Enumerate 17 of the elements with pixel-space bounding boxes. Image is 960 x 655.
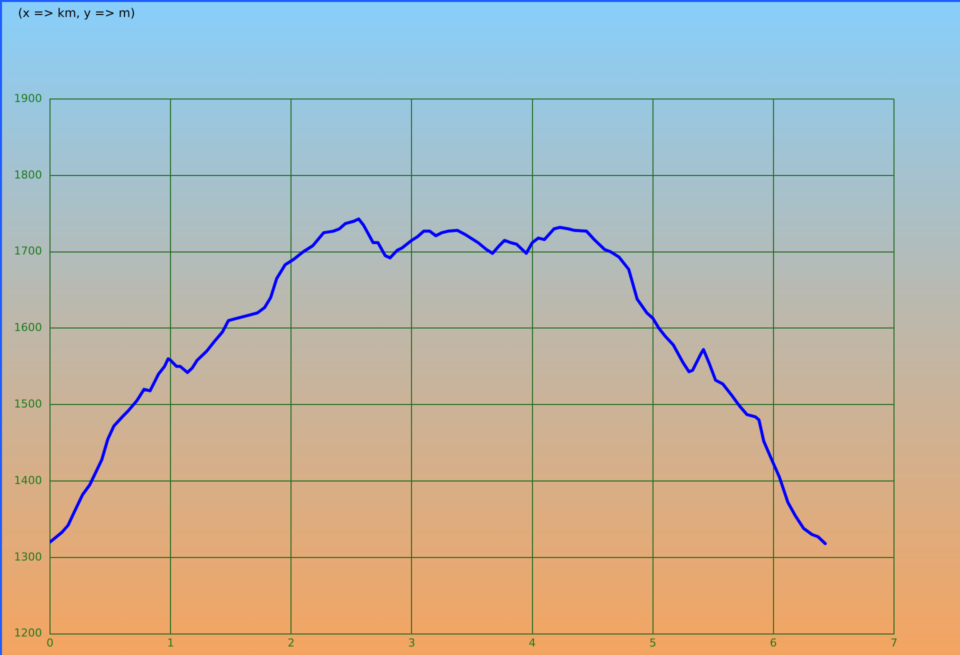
y-tick-label: 1900: [14, 92, 42, 105]
y-tick-label: 1600: [14, 321, 42, 334]
y-tick-label: 1200: [14, 626, 42, 640]
y-tick-label: 1300: [14, 550, 42, 564]
x-tick-label: 1: [167, 636, 174, 650]
x-tick-label: 0: [46, 636, 54, 650]
x-tick-label: 6: [770, 636, 777, 650]
y-tick-label: 1400: [14, 474, 42, 487]
text: (x => km, y => m): [18, 6, 135, 20]
x-tick-label: 7: [890, 636, 898, 650]
x-tick-label: 5: [649, 636, 656, 650]
y-tick-label: 1700: [14, 244, 42, 258]
y-tick-label: 1800: [14, 168, 42, 182]
x-tick-label: 2: [288, 636, 295, 650]
x-tick-label: 4: [528, 636, 536, 650]
y-tick-label: 1500: [14, 397, 42, 410]
x-tick-label: 3: [408, 636, 416, 650]
